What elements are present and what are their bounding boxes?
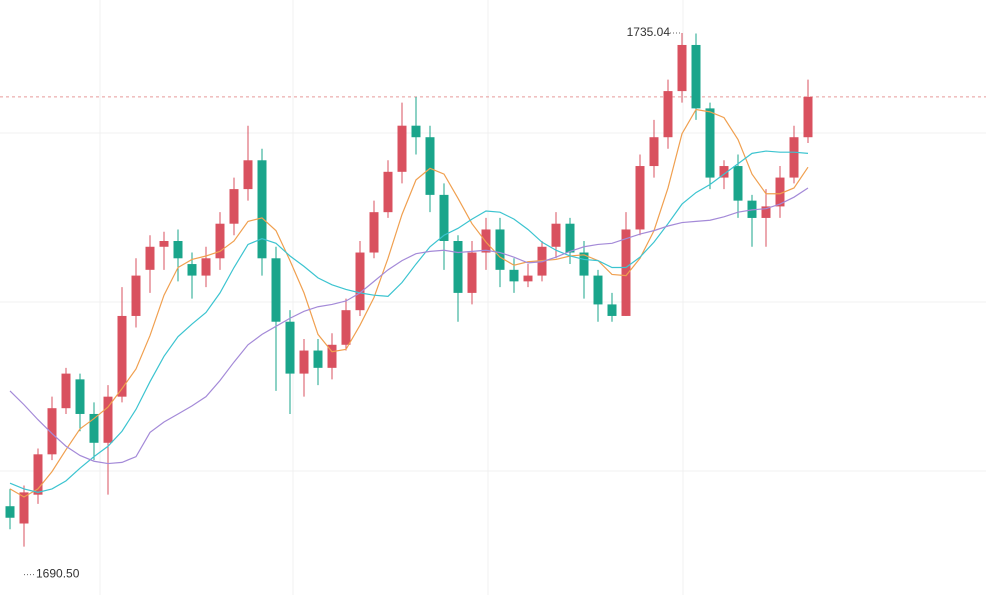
candle-body [257,160,267,259]
candle-body [103,396,113,443]
candle-body [705,108,715,178]
candle-body [313,350,323,368]
candle-body [187,264,197,276]
candle-body [635,166,645,230]
candle-body [411,125,421,138]
candle-body [383,171,393,213]
candle-body [551,223,561,247]
candle-body [173,240,183,259]
candle-body [19,492,29,524]
candle-body [5,506,15,518]
candle-body [397,125,407,172]
candle-body [649,137,659,167]
candle-body [341,310,351,345]
candle-body [481,229,491,253]
candle-body [145,246,155,270]
candle-body [663,91,673,138]
candle-body [761,206,771,218]
candle-body [243,160,253,190]
candle-body [61,373,71,409]
candle-body [579,252,589,276]
candle-body [285,321,295,374]
candle-body [89,413,99,443]
candle-body [565,223,575,253]
candle-body [523,275,533,282]
candle-body [509,269,519,282]
candle-body [117,315,127,397]
candle-body [593,275,603,305]
moving-average-line [9,150,809,493]
candle-body [75,379,85,414]
candle-body [775,177,785,207]
candle-body [719,166,729,178]
annotation-label: 1735.04 [627,25,671,39]
candle-body [201,258,211,276]
candle-body [467,252,477,293]
candle-body [271,258,281,322]
candle-body [495,229,505,270]
candle-body [789,137,799,178]
candle-body [621,229,631,316]
candle-body [425,137,435,195]
candle-body [33,454,43,495]
candle-body [215,223,225,259]
moving-average-line [9,108,809,498]
candle-body [733,166,743,201]
moving-average-line [9,187,809,465]
candle-body [229,189,239,224]
candle-body [369,212,379,253]
candle-body [691,44,701,109]
candle-body [327,344,337,368]
candle-body [439,194,449,241]
candle-body [47,408,57,455]
candle-body [355,252,365,311]
candle-body [677,44,687,92]
annotation-label: 1690.50 [36,567,80,581]
candle-body [607,304,617,316]
candle-body [453,240,463,293]
candle-body [803,96,813,138]
candle-body [131,275,141,316]
candle-body [299,350,309,374]
candle-body [159,240,169,247]
